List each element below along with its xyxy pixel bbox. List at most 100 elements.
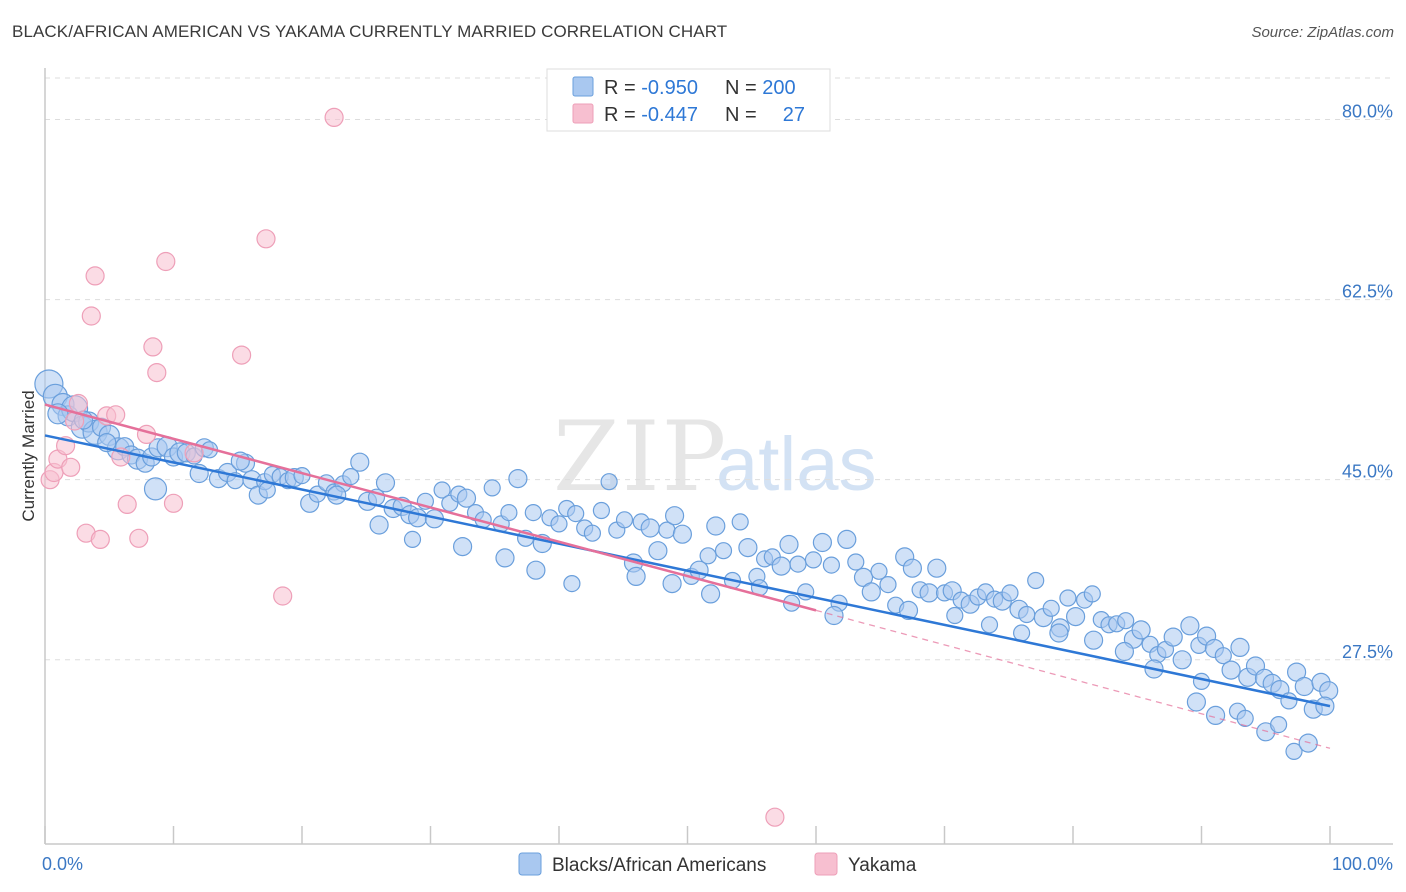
bottom-legend-swatch-blue: [518, 852, 542, 876]
blacks-point: [500, 503, 518, 522]
blacks-point: [861, 582, 881, 602]
blacks-point: [648, 541, 668, 561]
blacks-point: [664, 506, 685, 526]
yakama-point: [765, 807, 785, 827]
legend-n-value-pink: 27: [783, 104, 805, 126]
blacks-point: [898, 600, 919, 621]
blacks-point: [1214, 647, 1232, 665]
blacks-trend-line: [44, 434, 1331, 708]
blacks-point: [1186, 692, 1207, 712]
yakama-point: [232, 345, 252, 365]
blacks-point: [738, 537, 758, 558]
blacks-point: [919, 583, 939, 603]
blacks-point: [870, 562, 888, 580]
blacks-point: [1001, 584, 1019, 602]
x-axis-tick-labels: 0.0% 100.0%: [42, 854, 1393, 874]
yakama-point: [81, 306, 101, 326]
gridlines: [45, 77, 1393, 661]
blacks-point: [592, 501, 611, 520]
legend-r-label-blue: R =: [604, 77, 641, 99]
blacks-point: [626, 566, 646, 587]
blacks-point: [700, 584, 721, 604]
blacks-point: [1065, 606, 1086, 627]
y-tick-label: 27.5%: [1342, 642, 1393, 662]
yakama-point: [143, 337, 163, 357]
blacks-point: [453, 536, 473, 557]
chart-title: BLACK/AFRICAN AMERICAN VS YAKAMA CURRENT…: [12, 22, 728, 41]
yakama-point: [163, 493, 184, 513]
axes: [44, 68, 1393, 845]
blacks-point: [1221, 660, 1241, 680]
watermark-zip: ZIP: [553, 401, 728, 513]
blacks-point: [1172, 650, 1192, 670]
blacks-point: [771, 556, 791, 576]
legend-n-label-blue: N =: [725, 77, 762, 99]
yakama-point: [147, 363, 167, 383]
blacks-point: [804, 551, 823, 569]
blacks-point: [1294, 676, 1314, 697]
legend: R = -0.950 N = 200 R = -0.447 N = 27: [546, 68, 831, 132]
bottom-legend-label-pink: Yakama: [848, 855, 917, 876]
blacks-point: [495, 548, 515, 568]
blacks-point: [789, 555, 807, 573]
blacks-point: [927, 558, 947, 578]
blacks-point: [1042, 599, 1060, 617]
bottom-legend-swatch-pink: [814, 852, 838, 876]
blacks-point: [779, 534, 799, 555]
blacks-point: [902, 558, 923, 578]
blacks-point: [1059, 589, 1077, 607]
legend-r-value-blue: -0.950: [641, 77, 698, 99]
blacks-point: [375, 473, 396, 493]
x-tick-label: 100.0%: [1332, 854, 1393, 874]
blacks-point: [946, 606, 964, 625]
blacks-point: [600, 473, 618, 491]
blacks-point: [672, 524, 693, 544]
blacks-point: [879, 575, 897, 594]
legend-r-label-pink: R =: [604, 104, 641, 126]
blacks-point: [1012, 624, 1031, 642]
blacks-point: [1018, 605, 1036, 624]
blacks-point: [1114, 641, 1135, 662]
blacks-point: [342, 468, 360, 486]
yakama-trend-extension: [815, 609, 1331, 749]
legend-box: [546, 68, 831, 132]
watermark-atlas: atlas: [716, 422, 877, 507]
legend-n-value-blue: 200: [762, 77, 795, 99]
blacks-point: [615, 511, 634, 529]
legend-r-value-pink: -0.447: [641, 104, 698, 126]
legend-n-label-pink: N =: [725, 104, 757, 126]
legend-swatch-blue: [572, 76, 594, 97]
blacks-point: [563, 574, 581, 593]
y-tick-label: 62.5%: [1342, 282, 1393, 302]
blacks-point: [524, 503, 542, 522]
blacks-point: [350, 452, 370, 472]
blacks-point: [980, 616, 999, 634]
svg-text:R = -0.447: R = -0.447: [604, 104, 698, 126]
blacks-point: [369, 515, 389, 535]
blacks-point: [483, 479, 501, 497]
watermark: ZIP atlas: [553, 401, 877, 513]
bottom-legend: Blacks/African Americans Yakama: [518, 852, 917, 876]
yakama-trend-line: [44, 403, 817, 612]
legend-swatch-pink: [572, 103, 594, 124]
yakama-point: [90, 529, 110, 550]
yakama-point: [273, 586, 293, 606]
x-tick-label: 0.0%: [42, 854, 83, 874]
blacks-point: [456, 488, 477, 508]
yakama-point: [256, 229, 276, 249]
blacks-point: [1180, 616, 1200, 636]
blacks-point: [1027, 571, 1045, 590]
blacks-point: [403, 530, 422, 549]
blacks-point: [1117, 612, 1135, 630]
blacks-point: [714, 542, 733, 560]
blacks-point: [508, 469, 528, 489]
blacks-point: [433, 481, 451, 499]
blacks-point: [812, 532, 833, 553]
yakama-point: [129, 528, 149, 548]
source-credit: Source: ZipAtlas.com: [1251, 24, 1394, 41]
blacks-point: [567, 504, 585, 523]
blacks-point: [1083, 585, 1101, 603]
yakama-point: [68, 393, 89, 414]
y-axis-tick-labels: 27.5% 45.0% 62.5% 80.0%: [1342, 101, 1393, 661]
blacks-point: [1205, 705, 1226, 726]
